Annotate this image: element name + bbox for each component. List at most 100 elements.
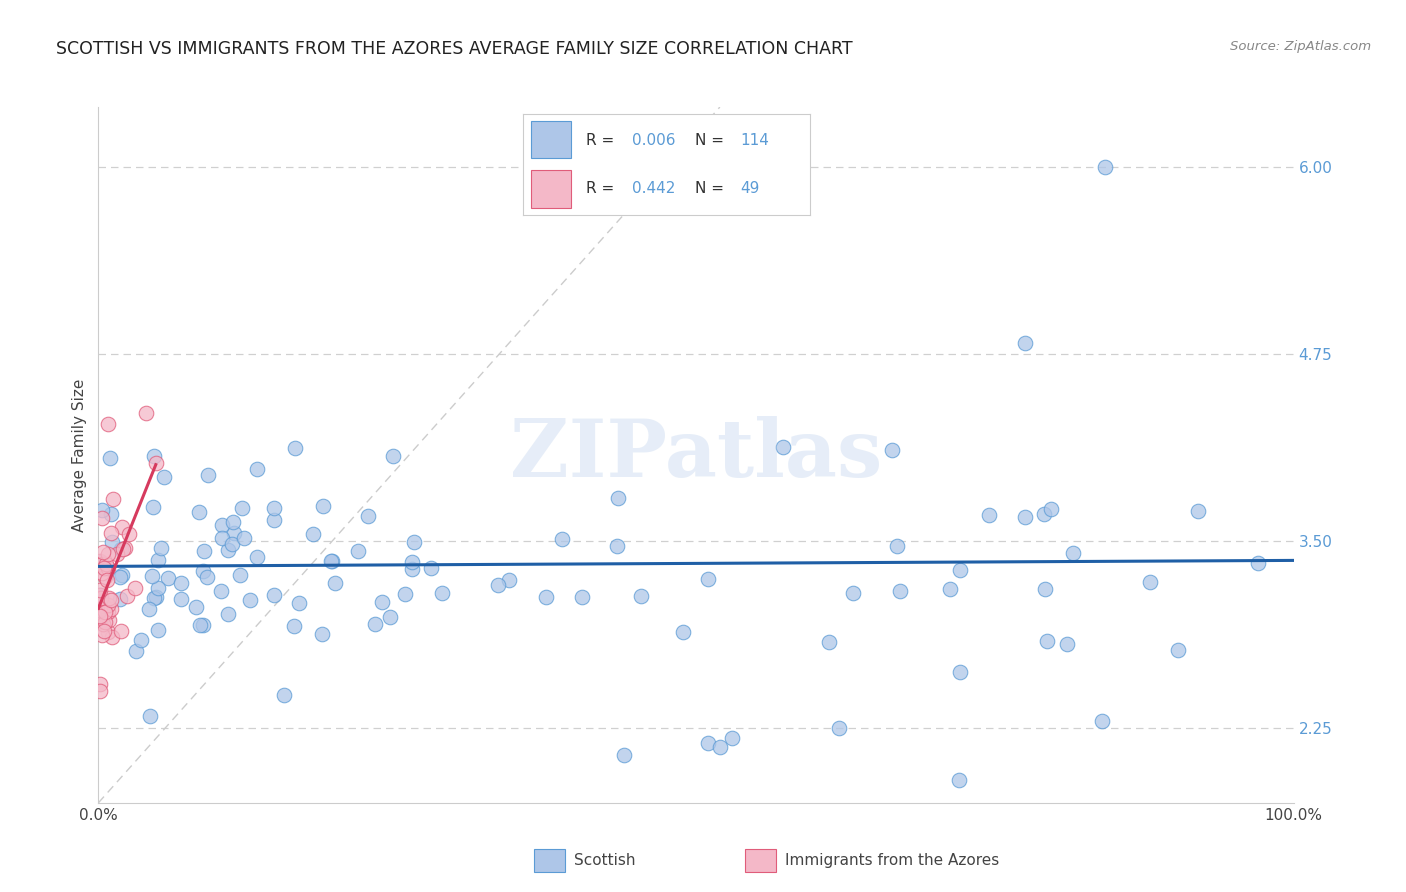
Point xyxy=(889,583,911,598)
Point xyxy=(195,570,218,584)
Point xyxy=(93,624,115,638)
Point xyxy=(1033,507,1056,521)
Point xyxy=(1139,574,1161,589)
Point xyxy=(606,539,628,553)
Point xyxy=(135,406,157,420)
Point xyxy=(91,628,114,642)
Point xyxy=(949,665,972,680)
Point xyxy=(211,518,233,533)
Point xyxy=(94,570,117,584)
Point xyxy=(1247,557,1270,571)
Point xyxy=(110,570,132,584)
Text: Immigrants from the Azores: Immigrants from the Azores xyxy=(785,854,998,868)
Point xyxy=(89,683,111,698)
Point xyxy=(1187,504,1209,518)
Point xyxy=(709,740,731,755)
Point xyxy=(949,564,972,578)
Point xyxy=(93,561,115,575)
Point xyxy=(301,526,323,541)
Point xyxy=(880,443,903,458)
Point xyxy=(938,582,960,596)
Point xyxy=(357,509,380,524)
Point xyxy=(91,557,114,571)
Point xyxy=(382,449,405,463)
Point xyxy=(211,531,233,545)
Point xyxy=(571,590,593,604)
Point xyxy=(170,576,193,591)
Point xyxy=(89,588,111,602)
Point xyxy=(94,605,117,619)
Point xyxy=(233,532,256,546)
Point xyxy=(273,688,295,702)
Point xyxy=(1036,633,1059,648)
Point xyxy=(263,501,285,516)
Point xyxy=(89,554,111,568)
Point xyxy=(97,598,120,612)
Point xyxy=(89,555,111,569)
Point xyxy=(193,544,215,558)
Point xyxy=(111,568,134,582)
Point xyxy=(98,450,121,465)
Point xyxy=(93,559,115,574)
Point xyxy=(89,591,111,605)
Point xyxy=(420,560,443,574)
Point xyxy=(371,595,394,609)
Point xyxy=(146,623,169,637)
Point xyxy=(430,586,453,600)
Point xyxy=(89,615,111,629)
Point xyxy=(222,515,245,529)
Point xyxy=(90,566,112,581)
Point xyxy=(149,541,172,556)
Point xyxy=(97,547,120,561)
Point xyxy=(321,554,343,568)
Point xyxy=(138,601,160,615)
Point xyxy=(124,581,146,595)
Point xyxy=(112,541,135,556)
Point xyxy=(239,592,262,607)
Point xyxy=(190,618,212,632)
Point xyxy=(94,615,117,629)
Point xyxy=(394,587,416,601)
Point xyxy=(191,564,214,578)
Point xyxy=(100,592,122,607)
Point xyxy=(323,575,346,590)
Text: Source: ZipAtlas.com: Source: ZipAtlas.com xyxy=(1230,40,1371,54)
Point xyxy=(91,616,114,631)
Text: SCOTTISH VS IMMIGRANTS FROM THE AZORES AVERAGE FAMILY SIZE CORRELATION CHART: SCOTTISH VS IMMIGRANTS FROM THE AZORES A… xyxy=(56,40,853,58)
Point xyxy=(347,543,370,558)
Point xyxy=(1062,546,1084,560)
Point xyxy=(886,539,908,553)
Point xyxy=(498,573,520,587)
Point xyxy=(721,731,744,746)
Point xyxy=(141,569,163,583)
Point xyxy=(841,586,863,600)
Point xyxy=(170,591,193,606)
Text: ZIPatlas: ZIPatlas xyxy=(510,416,882,494)
Point xyxy=(114,541,136,555)
Y-axis label: Average Family Size: Average Family Size xyxy=(72,378,87,532)
Point xyxy=(105,547,128,561)
Point xyxy=(613,747,636,762)
Point xyxy=(217,607,239,622)
Point xyxy=(1094,160,1116,174)
Point xyxy=(263,513,285,527)
Point xyxy=(108,592,131,607)
Point xyxy=(1056,637,1078,651)
Point xyxy=(630,589,652,603)
Point xyxy=(404,535,426,549)
Point xyxy=(231,501,253,516)
Point xyxy=(977,508,1000,522)
Point xyxy=(98,613,121,627)
Point xyxy=(486,578,509,592)
Point xyxy=(948,773,970,788)
Point xyxy=(90,591,112,606)
Point xyxy=(534,591,557,605)
Point xyxy=(263,588,285,602)
Point xyxy=(89,611,111,625)
Point xyxy=(1167,642,1189,657)
Point xyxy=(378,610,401,624)
Point xyxy=(100,525,122,540)
Point xyxy=(110,624,132,638)
Text: Scottish: Scottish xyxy=(574,854,636,868)
Point xyxy=(364,617,387,632)
